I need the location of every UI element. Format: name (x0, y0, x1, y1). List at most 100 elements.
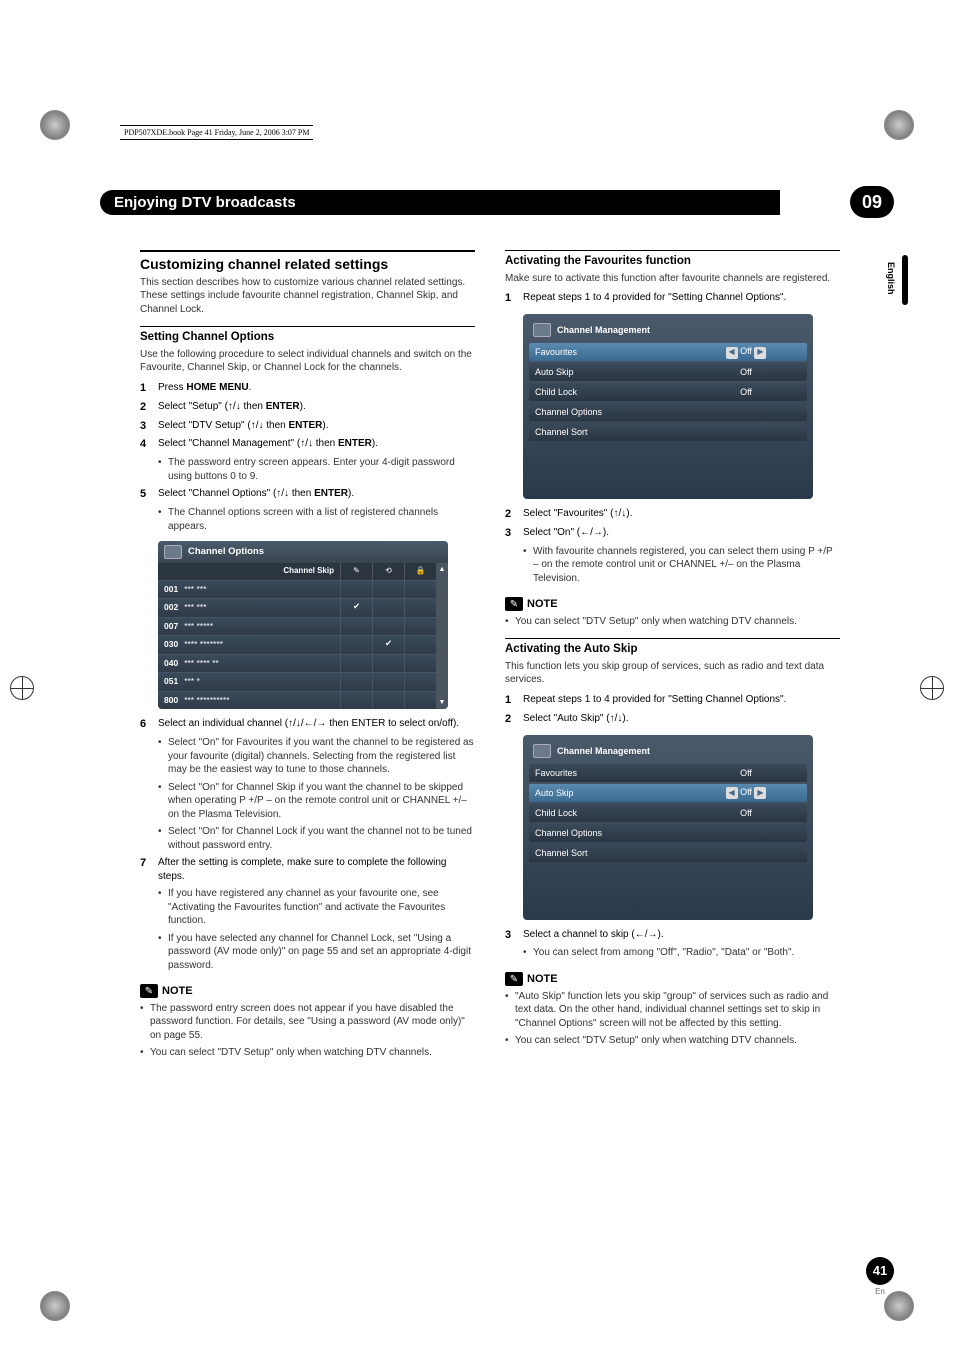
step-text: Select a channel to skip (←/→). (523, 928, 840, 943)
menu-row: Channel Sort (529, 423, 807, 441)
menu-value: ◀ Off ▶ (691, 345, 801, 358)
bullet-item: You can select from among "Off", "Radio"… (523, 946, 840, 960)
menu-row: Child LockOff (529, 804, 807, 822)
step-text: Select "Channel Options" (↑/↓ then ENTER… (158, 487, 475, 502)
table-row: 051*** * (158, 672, 436, 690)
channel-options-panel: Channel Options Channel Skip ✎ ⟲ 🔒 001**… (158, 541, 448, 709)
crop-mark (40, 1291, 70, 1321)
menu-label: Channel Sort (535, 426, 691, 438)
step-list: 6Select an individual channel (↑/↓/←/→ t… (140, 717, 475, 732)
note-list: "Auto Skip" function lets you skip "grou… (505, 990, 840, 1048)
step-item: 7After the setting is complete, make sur… (140, 856, 475, 883)
note-list: You can select "DTV Setup" only when wat… (505, 615, 840, 629)
step-text: Select "Favourites" (↑/↓). (523, 507, 840, 522)
menu-value: Off (691, 386, 801, 398)
table-row: 002*** ***✔ (158, 598, 436, 616)
bullet-item: The Channel options screen with a list o… (158, 506, 475, 533)
step-text: Select "DTV Setup" (↑/↓ then ENTER). (158, 419, 475, 434)
menu-value: Off (691, 366, 801, 378)
table-header: Channel Skip ✎ ⟲ 🔒 (158, 563, 436, 580)
crop-mark (884, 110, 914, 140)
body-text: Use the following procedure to select in… (140, 348, 475, 375)
step-item: 2Select "Favourites" (↑/↓). (505, 507, 840, 522)
step-list: 1Press HOME MENU. 2Select "Setup" (↑/↓ t… (140, 381, 475, 452)
sub-bullet-list: The password entry screen appears. Enter… (158, 456, 475, 483)
bullet-item: The password entry screen appears. Enter… (158, 456, 475, 483)
step-item: 1Repeat steps 1 to 4 provided for "Setti… (505, 291, 840, 306)
subsection-heading: Setting Channel Options (140, 326, 475, 346)
menu-label: Auto Skip (535, 787, 691, 799)
channel-management-panel: Channel Management FavouritesOff Auto Ski… (523, 735, 813, 920)
menu-label: Child Lock (535, 386, 691, 398)
scroll-up-icon: ▲ (439, 565, 446, 574)
step-text: Select an individual channel (↑/↓/←/→ th… (158, 717, 475, 732)
menu-label: Channel Options (535, 827, 691, 839)
note-badge: ✎ NOTE (505, 597, 558, 612)
table-body: 001*** ***002*** ***✔007*** *****030****… (158, 580, 436, 709)
step-number: 2 (505, 507, 523, 522)
menu-row: Child LockOff (529, 383, 807, 401)
note-icon: ✎ (505, 972, 523, 986)
step-text: Select "Setup" (↑/↓ then ENTER). (158, 400, 475, 415)
menu-row: FavouritesOff (529, 764, 807, 782)
panel-title-text: Channel Management (557, 745, 650, 757)
step-number: 2 (140, 400, 158, 415)
arrow-right-icon: ▶ (754, 347, 766, 359)
step-list: 3Select a channel to skip (←/→). (505, 928, 840, 943)
step-text: Press HOME MENU. (158, 381, 475, 396)
note-icon: ✎ (140, 984, 158, 998)
step-number: 3 (505, 526, 523, 541)
language-tab: English (886, 262, 896, 295)
note-label: NOTE (162, 984, 193, 999)
bullet-item: You can select "DTV Setup" only when wat… (505, 1034, 840, 1048)
bullet-item: "Auto Skip" function lets you skip "grou… (505, 990, 840, 1031)
header-lock-icon: 🔒 (404, 563, 436, 580)
bullet-item: You can select "DTV Setup" only when wat… (505, 615, 840, 629)
step-text: Select "Channel Management" (↑/↓ then EN… (158, 437, 475, 452)
step-text: Repeat steps 1 to 4 provided for "Settin… (523, 693, 840, 708)
sub-bullet-list: With favourite channels registered, you … (523, 545, 840, 586)
step-text: Select "On" (←/→). (523, 526, 840, 541)
table-row: 007*** ***** (158, 617, 436, 635)
menu-label: Channel Options (535, 406, 691, 418)
page-number: 41 (866, 1257, 894, 1285)
subsection-heading: Activating the Auto Skip (505, 638, 840, 658)
step-text: Select "Auto Skip" (↑/↓). (523, 712, 840, 727)
note-badge: ✎ NOTE (505, 972, 558, 987)
subsection-heading: Activating the Favourites function (505, 250, 840, 270)
content-area: Customizing channel related settings Thi… (140, 250, 840, 1064)
menu-label: Favourites (535, 767, 691, 779)
bullet-item: Select "On" for Channel Skip if you want… (158, 781, 475, 822)
registration-mark (920, 676, 944, 700)
step-item: 3Select "DTV Setup" (↑/↓ then ENTER). (140, 419, 475, 434)
bullet-item: If you have registered any channel as yo… (158, 887, 475, 928)
step-item: 1Press HOME MENU. (140, 381, 475, 396)
sub-bullet-list: If you have registered any channel as yo… (158, 887, 475, 972)
panel-icon (533, 323, 551, 337)
table-row: 800*** ********** (158, 691, 436, 709)
chapter-bar: Enjoying DTV broadcasts 09 (100, 190, 894, 216)
bullet-item: With favourite channels registered, you … (523, 545, 840, 586)
step-list: 7After the setting is complete, make sur… (140, 856, 475, 883)
step-text: Repeat steps 1 to 4 provided for "Settin… (523, 291, 840, 306)
step-list: 1Repeat steps 1 to 4 provided for "Setti… (505, 291, 840, 306)
language-indicator-bar (902, 255, 908, 305)
panel-title-text: Channel Options (188, 546, 264, 559)
step-list: 5Select "Channel Options" (↑/↓ then ENTE… (140, 487, 475, 502)
registration-mark (10, 676, 34, 700)
step-item: 2Select "Auto Skip" (↑/↓). (505, 712, 840, 727)
page-number-badge: 41 En (866, 1257, 894, 1296)
menu-row: Auto SkipOff (529, 363, 807, 381)
panel-title-text: Channel Management (557, 324, 650, 336)
bullet-item: Select "On" for Favourites if you want t… (158, 736, 475, 777)
step-list: 2Select "Favourites" (↑/↓). 3Select "On"… (505, 507, 840, 541)
step-number: 6 (140, 717, 158, 732)
panel-title: Channel Management (529, 741, 807, 764)
arrow-left-icon: ◀ (726, 347, 738, 359)
step-number: 3 (505, 928, 523, 943)
step-number: 1 (505, 291, 523, 306)
step-number: 1 (140, 381, 158, 396)
step-number: 2 (505, 712, 523, 727)
step-number: 4 (140, 437, 158, 452)
note-list: The password entry screen does not appea… (140, 1002, 475, 1060)
